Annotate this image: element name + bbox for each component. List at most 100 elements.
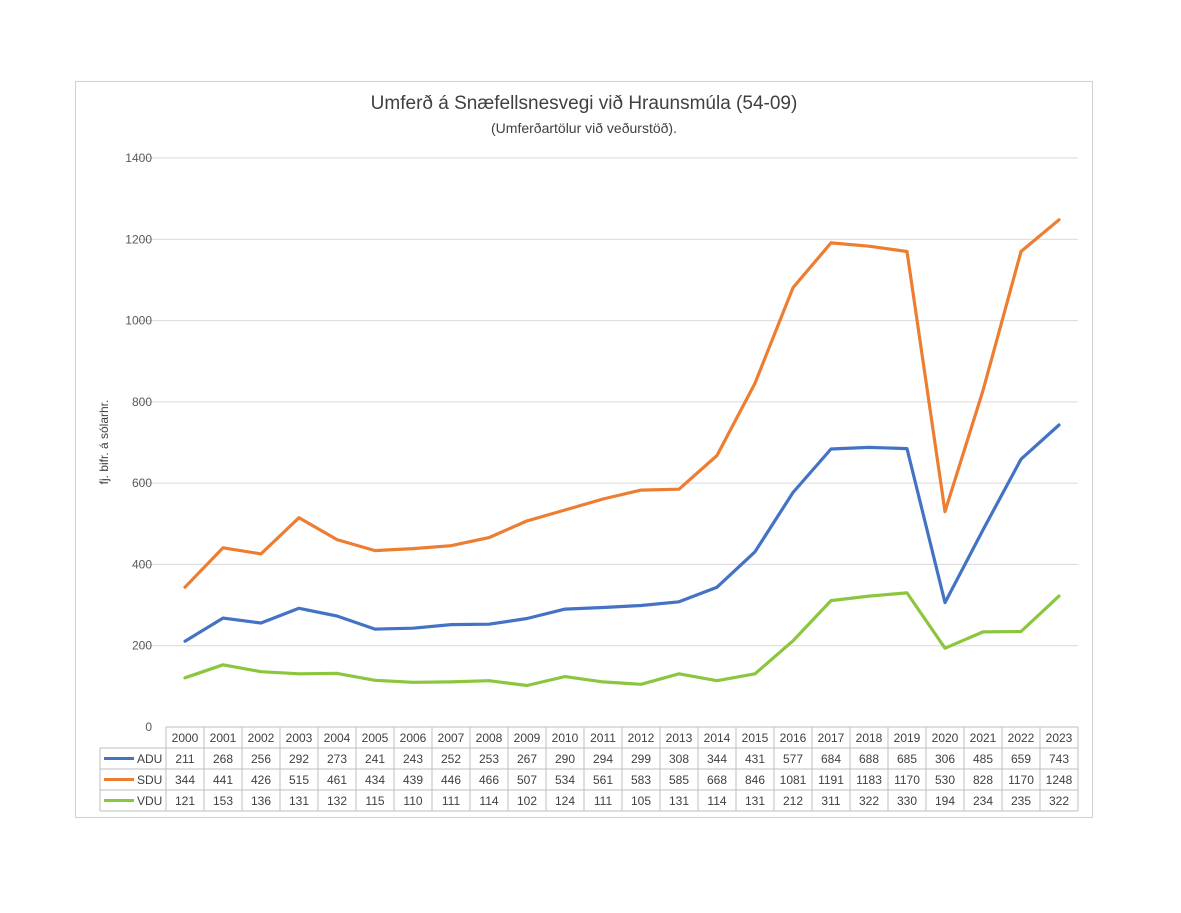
x-tick-label: 2000	[172, 731, 199, 745]
data-label: 659	[1011, 752, 1031, 766]
chart-title: Umferð á Snæfellsnesvegi við Hraunsmúla …	[370, 93, 798, 114]
data-label: 577	[783, 752, 803, 766]
data-label: 136	[251, 794, 271, 808]
data-label: 267	[517, 752, 537, 766]
legend-label: ADU	[137, 752, 162, 766]
x-tick-label: 2022	[1008, 731, 1035, 745]
data-label: 534	[555, 773, 575, 787]
legend-label: SDU	[137, 773, 162, 787]
data-label: 132	[327, 794, 347, 808]
series-line-sdu	[183, 218, 1061, 589]
data-label: 344	[175, 773, 195, 787]
data-label: 299	[631, 752, 651, 766]
data-label: 322	[859, 794, 879, 808]
data-label: 561	[593, 773, 613, 787]
data-label: 530	[935, 773, 955, 787]
data-label: 273	[327, 752, 347, 766]
data-label: 308	[669, 752, 689, 766]
x-tick-label: 2012	[628, 731, 655, 745]
x-tick-label: 2017	[818, 731, 845, 745]
x-tick-label: 2023	[1046, 731, 1073, 745]
x-tick-label: 2003	[286, 731, 313, 745]
data-label: 743	[1049, 752, 1069, 766]
data-label: 252	[441, 752, 461, 766]
data-label: 268	[213, 752, 233, 766]
data-label: 124	[555, 794, 575, 808]
data-label: 322	[1049, 794, 1069, 808]
data-label: 131	[289, 794, 309, 808]
data-label: 241	[365, 752, 385, 766]
x-tick-label: 2006	[400, 731, 427, 745]
x-tick-label: 2010	[552, 731, 579, 745]
x-tick-label: 2013	[666, 731, 693, 745]
data-label: 114	[479, 794, 498, 808]
data-label: 485	[973, 752, 993, 766]
x-tick-label: 2014	[704, 731, 731, 745]
chart-subtitle: (Umferðartölur við veðurstöð).	[491, 120, 677, 136]
data-label: 668	[707, 773, 727, 787]
x-tick-label: 2008	[476, 731, 503, 745]
x-tick-label: 2021	[970, 731, 997, 745]
data-label: 121	[175, 794, 195, 808]
x-tick-label: 2015	[742, 731, 769, 745]
y-tick-label: 800	[132, 395, 152, 409]
x-tick-label: 2007	[438, 731, 465, 745]
series-line-adu	[183, 423, 1061, 643]
data-label: 466	[479, 773, 499, 787]
data-label: 294	[593, 752, 613, 766]
x-tick-label: 2020	[932, 731, 959, 745]
x-tick-label: 2001	[210, 731, 237, 745]
x-tick-label: 2009	[514, 731, 541, 745]
data-label: 290	[555, 752, 575, 766]
data-label: 434	[365, 773, 385, 787]
data-label: 306	[935, 752, 955, 766]
x-tick-label: 2002	[248, 731, 275, 745]
data-label: 1248	[1046, 773, 1073, 787]
data-label: 684	[821, 752, 841, 766]
data-label: 688	[859, 752, 879, 766]
data-label: 102	[517, 794, 537, 808]
data-label: 131	[745, 794, 765, 808]
x-tick-label: 2004	[324, 731, 351, 745]
data-label: 828	[973, 773, 993, 787]
data-label: 212	[783, 794, 803, 808]
data-label: 115	[365, 794, 384, 808]
data-label: 311	[821, 794, 840, 808]
data-label: 243	[403, 752, 423, 766]
data-label: 515	[289, 773, 309, 787]
data-label: 1081	[780, 773, 807, 787]
y-tick-label: 400	[132, 557, 152, 571]
data-label: 235	[1011, 794, 1031, 808]
data-label: 131	[669, 794, 689, 808]
data-label: 1191	[818, 773, 844, 787]
y-tick-label: 600	[132, 476, 152, 490]
data-label: 585	[669, 773, 689, 787]
data-label: 446	[441, 773, 461, 787]
data-label: 111	[442, 794, 461, 808]
data-label: 1170	[894, 773, 920, 787]
data-label: 114	[707, 794, 726, 808]
data-label: 426	[251, 773, 271, 787]
data-label: 105	[631, 794, 651, 808]
data-label: 507	[517, 773, 537, 787]
y-tick-label: 0	[145, 720, 152, 734]
data-label: 256	[251, 752, 271, 766]
data-label: 153	[213, 794, 233, 808]
y-tick-label: 1200	[125, 232, 152, 246]
data-label: 110	[403, 794, 422, 808]
x-tick-label: 2018	[856, 731, 883, 745]
data-label: 111	[594, 794, 613, 808]
chart-frame	[75, 81, 1093, 818]
y-tick-label: 1400	[125, 151, 152, 165]
data-label: 253	[479, 752, 499, 766]
data-label: 330	[897, 794, 917, 808]
data-label: 1183	[856, 773, 882, 787]
x-tick-label: 2005	[362, 731, 389, 745]
data-label: 461	[327, 773, 347, 787]
x-tick-label: 2019	[894, 731, 921, 745]
y-tick-label: 1000	[125, 314, 152, 328]
data-label: 344	[707, 752, 727, 766]
y-tick-label: 200	[132, 639, 152, 653]
data-label: 431	[745, 752, 765, 766]
